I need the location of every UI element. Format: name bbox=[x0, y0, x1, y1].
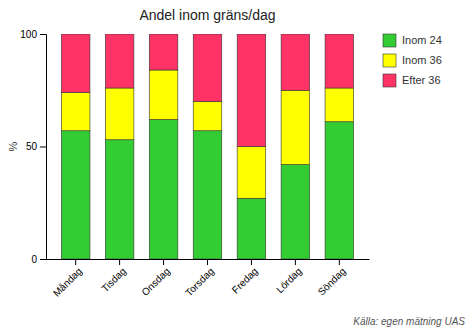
legend: Inom 24 Inom 36 Efter 36 bbox=[383, 34, 442, 87]
tick-mark bbox=[339, 259, 340, 265]
bar-segment bbox=[61, 131, 90, 259]
bar-segment bbox=[325, 88, 354, 122]
plot: 0 50 100 Måndag Tisdag Onsdag Torsdag Fredag Lör… bbox=[20, 29, 369, 299]
title: Andel inom gräns/dag bbox=[139, 7, 275, 23]
bar-segment bbox=[193, 102, 222, 131]
legend-label: Inom 24 bbox=[402, 34, 442, 46]
bar-segment bbox=[325, 122, 354, 259]
legend-item: Efter 36 bbox=[383, 74, 441, 87]
bar-segment bbox=[105, 34, 134, 88]
tick-mark bbox=[207, 259, 208, 265]
tick-label: Onsdag bbox=[139, 265, 172, 298]
x-tick: Onsdag bbox=[139, 259, 172, 298]
x-axis: Måndag Tisdag Onsdag Torsdag Fredag Lördag Sön… bbox=[47, 259, 370, 299]
tick-label: 100 bbox=[20, 29, 37, 40]
tick-mark bbox=[251, 259, 252, 265]
x-tick: Måndag bbox=[51, 259, 84, 299]
bar-segment bbox=[149, 70, 178, 120]
tick-label: 0 bbox=[31, 254, 37, 265]
y-tick: 50 bbox=[26, 141, 46, 152]
legend-item: Inom 24 bbox=[383, 34, 442, 47]
annotation: Källa: egen mätning UAS bbox=[353, 316, 465, 327]
tick-label: Lördag bbox=[274, 265, 304, 295]
x-tick: Fredag bbox=[230, 259, 260, 296]
tick-label: Söndag bbox=[316, 265, 348, 297]
tick-mark bbox=[75, 259, 76, 265]
legend-item: Inom 36 bbox=[383, 54, 442, 67]
tick-mark bbox=[40, 259, 46, 260]
bar-segment bbox=[61, 34, 90, 93]
tick-label: Torsdag bbox=[183, 265, 216, 298]
legend-swatch bbox=[383, 74, 396, 87]
bar-segment bbox=[281, 34, 310, 90]
bar-segment bbox=[237, 147, 266, 199]
series bbox=[61, 34, 353, 147]
tick-mark bbox=[40, 147, 46, 148]
bar-segment bbox=[149, 120, 178, 260]
bar-segment bbox=[237, 34, 266, 147]
x-tick: Tisdag bbox=[99, 259, 128, 294]
x-tick: Torsdag bbox=[183, 259, 216, 298]
tick-mark bbox=[163, 259, 164, 265]
tick-label: Måndag bbox=[51, 265, 84, 298]
bar-segment bbox=[281, 90, 310, 164]
tick-label: Tisdag bbox=[99, 265, 128, 294]
legend-swatch bbox=[383, 34, 396, 47]
y-axis-title: % bbox=[7, 141, 19, 151]
tick-label: 50 bbox=[26, 141, 38, 152]
axis-line bbox=[40, 35, 47, 260]
bar-segment bbox=[193, 131, 222, 259]
bar-segment bbox=[105, 140, 134, 259]
bar-segment bbox=[325, 34, 354, 88]
tick-mark bbox=[295, 259, 296, 265]
y-tick: 100 bbox=[20, 29, 46, 40]
x-tick: Lördag bbox=[274, 259, 304, 295]
legend-swatch bbox=[383, 54, 396, 67]
chart: 0 50 100 Måndag Tisdag Onsdag Torsdag Fredag Lör… bbox=[0, 0, 473, 331]
x-tick: Söndag bbox=[316, 259, 348, 298]
bar-segment bbox=[149, 34, 178, 70]
legend-label: Efter 36 bbox=[402, 74, 441, 86]
bar-segment bbox=[281, 165, 310, 260]
bar-segment bbox=[237, 198, 266, 259]
bars bbox=[61, 34, 353, 259]
bar-segment bbox=[105, 88, 134, 140]
tick-mark bbox=[119, 259, 120, 265]
legend-label: Inom 36 bbox=[402, 54, 442, 66]
bar-segment bbox=[193, 34, 222, 102]
y-tick: 0 bbox=[31, 254, 46, 265]
tick-mark bbox=[40, 34, 46, 35]
tick-label: Fredag bbox=[230, 265, 260, 295]
bar-segment bbox=[61, 93, 90, 131]
y-axis: 0 50 100 bbox=[20, 29, 46, 265]
